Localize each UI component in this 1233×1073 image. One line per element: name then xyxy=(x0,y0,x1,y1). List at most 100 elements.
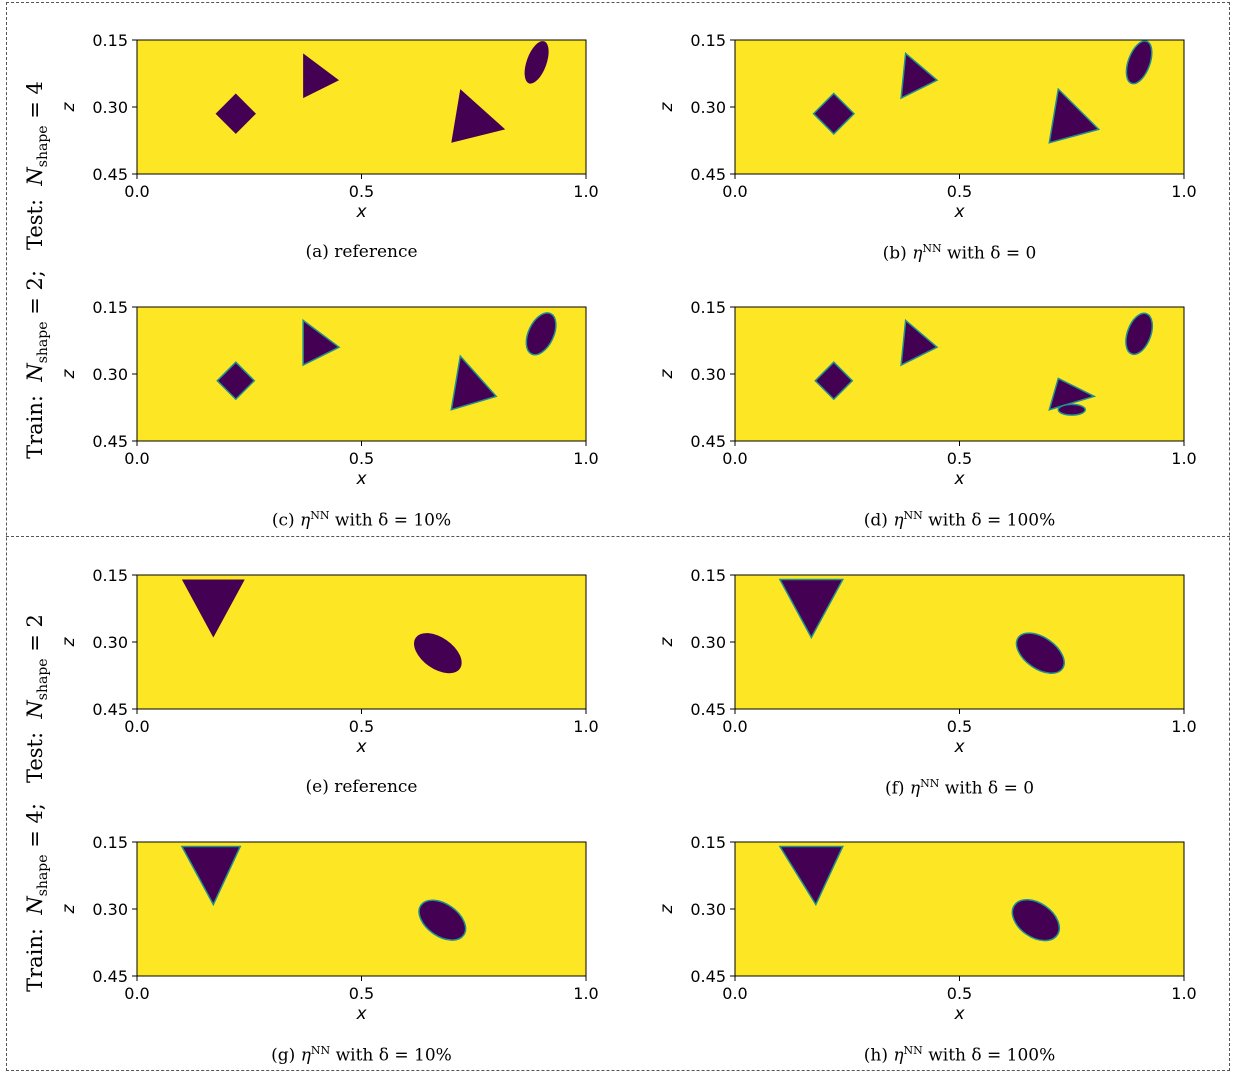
inclusion-triangle xyxy=(181,579,245,638)
y-tick-label: 0.30 xyxy=(690,900,726,919)
y-tick-label: 0.30 xyxy=(92,365,128,384)
inclusion-ellipse xyxy=(1057,403,1086,416)
x-tick-label: 0.0 xyxy=(722,182,747,201)
caption-text: with δ = 0 xyxy=(941,243,1037,264)
y-axis-label: z xyxy=(59,903,79,914)
heatmap-panel-f: 0.0 0.5 1.0 0.15 0.30 0.45 x z xyxy=(657,566,1197,757)
caption-tag: (b) xyxy=(882,243,907,264)
x-tick-label: 0.5 xyxy=(349,449,374,468)
field-background xyxy=(137,307,586,441)
inclusion-ellipse xyxy=(1125,40,1153,85)
x-tick-label: 1.0 xyxy=(1171,984,1196,1003)
x-axis-label: x xyxy=(355,469,367,489)
caption-c: (c) ηNN with δ = 10% xyxy=(272,509,451,531)
inclusion-triangle xyxy=(778,845,844,907)
heatmap-panel-g: 0.0 0.5 1.0 0.15 0.30 0.45 x z xyxy=(59,833,599,1024)
inclusion-triangle xyxy=(900,318,939,367)
y-tick-label: 0.30 xyxy=(92,633,128,652)
x-axis-label: x xyxy=(355,737,367,757)
x-axis-label: x xyxy=(355,202,367,222)
x-tick-label: 0.5 xyxy=(349,182,374,201)
caption-text: with δ = 100% xyxy=(922,1045,1056,1066)
caption-tag: (d) xyxy=(863,510,888,531)
inclusion-triangle xyxy=(180,845,242,907)
x-tick-label: 0.0 xyxy=(124,182,149,201)
caption-tag: (f) xyxy=(884,778,905,799)
x-tick-label: 1.0 xyxy=(573,717,598,736)
inclusion-ellipse xyxy=(1125,312,1154,356)
eta-symbol: η xyxy=(300,510,311,531)
y-axis-label: z xyxy=(657,101,677,112)
y-tick-label: 0.15 xyxy=(690,31,726,50)
caption-g: (g) ηNN with δ = 10% xyxy=(271,1044,452,1066)
x-axis-label: x xyxy=(953,1004,965,1024)
y-tick-label: 0.30 xyxy=(690,365,726,384)
x-axis-label: x xyxy=(953,202,965,222)
y-tick-label: 0.45 xyxy=(690,967,726,986)
x-tick-label: 1.0 xyxy=(1171,449,1196,468)
y-tick-label: 0.30 xyxy=(92,98,128,117)
heatmap-panel-a: 0.0 0.5 1.0 0.15 0.30 0.45 x z xyxy=(59,31,599,222)
field-background xyxy=(137,40,586,174)
eta-superscript: NN xyxy=(920,777,940,790)
inclusion-triangle xyxy=(1048,87,1101,144)
inclusion-triangle xyxy=(1048,377,1097,411)
inclusion-triangle xyxy=(778,578,845,640)
y-tick-label: 0.15 xyxy=(690,566,726,585)
x-tick-label: 0.5 xyxy=(349,717,374,736)
caption-b: (b) ηNN with δ = 0 xyxy=(883,242,1037,264)
eta-symbol: η xyxy=(909,778,921,799)
inclusion-ellipse xyxy=(1011,899,1061,942)
eta-superscript: NN xyxy=(903,1044,923,1057)
inclusion-triangle xyxy=(900,51,939,100)
inclusion-square xyxy=(812,92,856,135)
caption-text: with δ = 10% xyxy=(330,1045,452,1066)
x-tick-label: 0.0 xyxy=(124,717,149,736)
caption-text: reference xyxy=(334,242,418,262)
inclusion-ellipse xyxy=(524,41,549,84)
y-tick-label: 0.15 xyxy=(92,833,128,852)
y-tick-label: 0.15 xyxy=(690,833,726,852)
x-tick-label: 1.0 xyxy=(573,182,598,201)
y-tick-label: 0.15 xyxy=(92,566,128,585)
x-axis-label: x xyxy=(355,1004,367,1024)
inclusion-square xyxy=(215,93,256,134)
y-tick-label: 0.15 xyxy=(690,298,726,317)
y-tick-label: 0.45 xyxy=(690,700,726,719)
caption-tag: (a) xyxy=(305,242,329,262)
y-axis-label: z xyxy=(59,101,79,112)
inclusion-ellipse xyxy=(414,633,462,674)
x-axis-label: x xyxy=(953,469,965,489)
heatmap-panel-e: 0.0 0.5 1.0 0.15 0.30 0.45 x z xyxy=(59,566,599,757)
y-tick-label: 0.30 xyxy=(690,98,726,117)
y-tick-label: 0.15 xyxy=(92,298,128,317)
x-tick-label: 0.0 xyxy=(722,717,747,736)
y-tick-label: 0.30 xyxy=(690,633,726,652)
inclusion-triangle xyxy=(450,354,498,411)
x-axis-label: x xyxy=(953,737,965,757)
inclusion-ellipse xyxy=(525,312,557,356)
x-tick-label: 0.0 xyxy=(722,449,747,468)
caption-tag: (c) xyxy=(271,510,295,531)
y-tick-label: 0.45 xyxy=(92,432,128,451)
inclusion-ellipse xyxy=(1015,632,1065,674)
caption-f: (f) ηNN with δ = 0 xyxy=(885,777,1034,799)
x-tick-label: 0.0 xyxy=(124,449,149,468)
caption-text: with δ = 0 xyxy=(939,778,1035,799)
heatmap-panel-h: 0.0 0.5 1.0 0.15 0.30 0.45 x z xyxy=(657,833,1197,1024)
y-tick-label: 0.45 xyxy=(92,967,128,986)
x-tick-label: 0.0 xyxy=(722,984,747,1003)
y-axis-label: z xyxy=(657,903,677,914)
caption-tag: (e) xyxy=(305,777,329,797)
inclusion-triangle xyxy=(451,89,506,143)
eta-symbol: η xyxy=(893,1045,904,1066)
eta-superscript: NN xyxy=(903,509,923,522)
caption-text: with δ = 100% xyxy=(922,510,1056,531)
eta-symbol: η xyxy=(300,1045,311,1066)
caption-tag: (g) xyxy=(271,1045,296,1066)
field-background xyxy=(735,40,1184,174)
y-tick-label: 0.15 xyxy=(92,31,128,50)
x-tick-label: 0.5 xyxy=(947,717,972,736)
caption-h: (h) ηNN with δ = 100% xyxy=(864,1044,1056,1066)
eta-superscript: NN xyxy=(310,1044,331,1057)
